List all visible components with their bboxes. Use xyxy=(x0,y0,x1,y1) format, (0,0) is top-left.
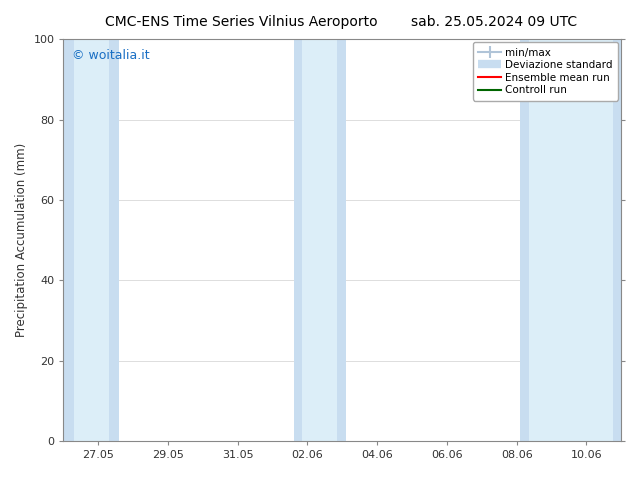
Bar xyxy=(294,39,346,441)
Bar xyxy=(74,39,109,441)
Text: sab. 25.05.2024 09 UTC: sab. 25.05.2024 09 UTC xyxy=(411,15,578,29)
Legend: min/max, Deviazione standard, Ensemble mean run, Controll run: min/max, Deviazione standard, Ensemble m… xyxy=(473,42,618,100)
Text: © woitalia.it: © woitalia.it xyxy=(72,49,150,62)
Bar xyxy=(520,39,621,441)
Text: CMC-ENS Time Series Vilnius Aeroporto: CMC-ENS Time Series Vilnius Aeroporto xyxy=(105,15,377,29)
Bar xyxy=(529,39,612,441)
Bar xyxy=(302,39,337,441)
Y-axis label: Precipitation Accumulation (mm): Precipitation Accumulation (mm) xyxy=(15,143,28,337)
Bar xyxy=(63,39,119,441)
